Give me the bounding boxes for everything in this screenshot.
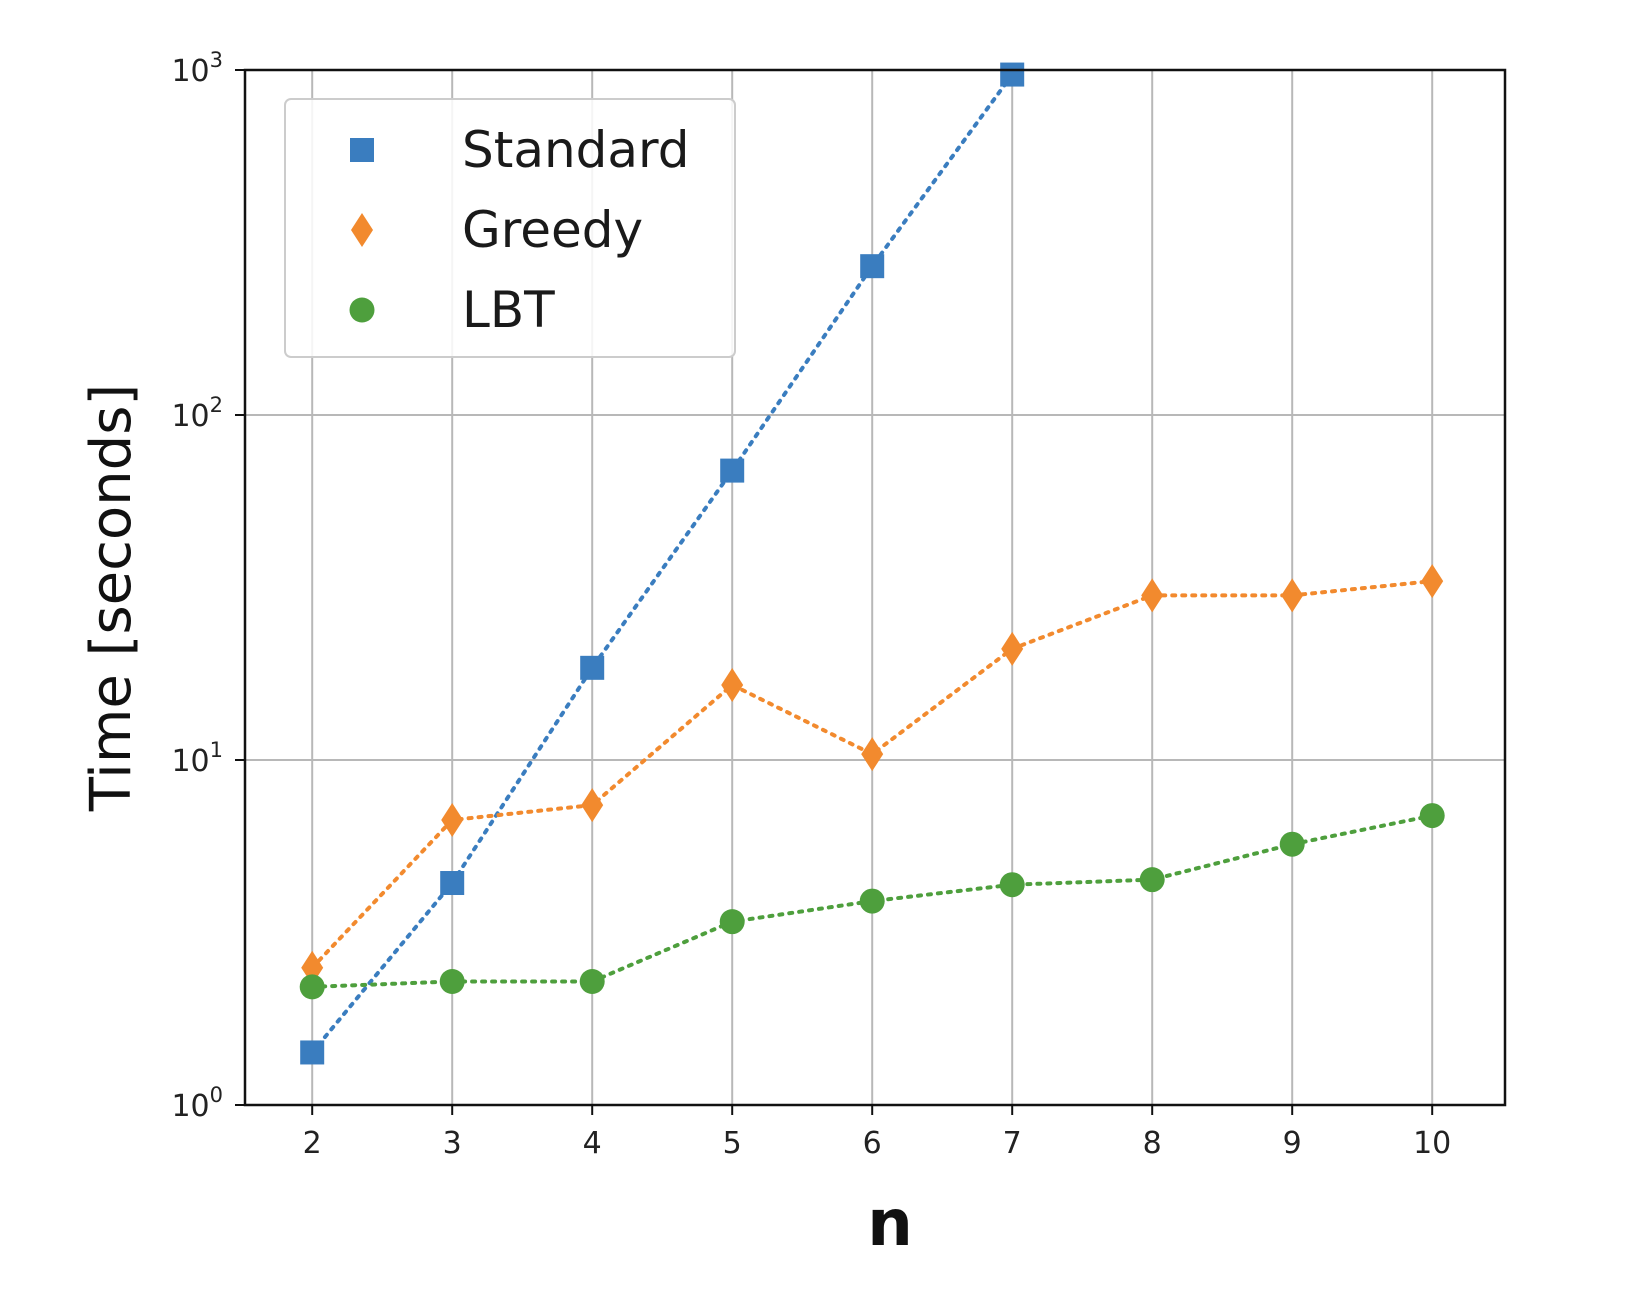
- legend-label-lbt: LBT: [462, 281, 555, 339]
- y-tick-base: 10: [171, 1089, 209, 1124]
- data-point-standard: [720, 458, 745, 483]
- data-point-greedy: [1141, 578, 1164, 613]
- data-point-lbt: [1419, 803, 1445, 829]
- x-axis-label: n: [867, 1187, 913, 1261]
- y-tick-base: 10: [171, 54, 209, 89]
- y-tick-label: 101: [171, 738, 223, 779]
- data-point-lbt: [299, 974, 325, 1000]
- legend-item-lbt: LBT: [349, 281, 555, 339]
- legend-label-greedy: Greedy: [462, 201, 643, 259]
- data-point-greedy: [861, 737, 884, 772]
- data-point-standard: [860, 254, 885, 279]
- y-tick-exponent: 1: [210, 738, 223, 762]
- y-tick-label: 102: [171, 393, 223, 434]
- x-tick-label: 4: [583, 1126, 602, 1161]
- data-point-standard: [300, 1040, 325, 1065]
- data-point-lbt: [859, 888, 885, 914]
- x-tick-label: 7: [1003, 1126, 1022, 1161]
- legend-box: [284, 98, 736, 358]
- data-point-lbt: [1139, 867, 1165, 893]
- data-point-lbt: [579, 969, 605, 995]
- series-line-standard: [310, 72, 1015, 1055]
- y-tick-exponent: 2: [210, 393, 223, 417]
- legend-label-standard: Standard: [462, 121, 689, 179]
- legend: Standard Greedy LBT: [284, 98, 736, 358]
- legend-marker-standard: [350, 138, 374, 162]
- legend-marker-lbt: [349, 297, 375, 323]
- legend-item-greedy: Greedy: [351, 201, 643, 259]
- series-layer: [299, 62, 1445, 1065]
- data-point-greedy: [1281, 578, 1304, 613]
- x-tick-label: 8: [1143, 1126, 1162, 1161]
- y-tick-label: 100: [171, 1083, 223, 1124]
- data-point-lbt: [999, 872, 1025, 898]
- y-tick-base: 10: [171, 399, 209, 434]
- legend-marker-greedy: [351, 213, 373, 247]
- data-point-standard: [580, 655, 605, 680]
- legend-item-standard: Standard: [350, 121, 689, 179]
- data-point-greedy: [441, 803, 464, 838]
- x-tick-label: 3: [443, 1126, 462, 1161]
- data-point-standard: [1000, 62, 1025, 87]
- plot-frame: [243, 68, 1507, 1107]
- y-axis-label: Time [seconds]: [79, 384, 144, 812]
- data-point-lbt: [439, 969, 465, 995]
- y-tick-exponent: 0: [210, 1083, 223, 1107]
- data-point-standard: [440, 871, 465, 896]
- x-tick-label: 2: [303, 1126, 322, 1161]
- data-point-lbt: [719, 909, 745, 935]
- x-tick-label: 10: [1413, 1126, 1451, 1161]
- data-point-greedy: [1001, 631, 1024, 666]
- y-tick-exponent: 3: [210, 48, 223, 72]
- data-point-greedy: [721, 667, 744, 702]
- x-tick-label: 9: [1283, 1126, 1302, 1161]
- series-standard: [300, 62, 1025, 1065]
- data-point-greedy: [581, 788, 604, 823]
- series-lbt: [299, 803, 1445, 1000]
- x-tick-label: 6: [863, 1126, 882, 1161]
- y-tick-base: 10: [171, 744, 209, 779]
- y-tick-label: 103: [171, 48, 223, 89]
- data-point-greedy: [1421, 564, 1444, 599]
- x-tick-label: 5: [723, 1126, 742, 1161]
- data-point-lbt: [1279, 831, 1305, 857]
- x-axis: 2 3 4 5 6 7 8 9 10: [303, 1105, 1451, 1161]
